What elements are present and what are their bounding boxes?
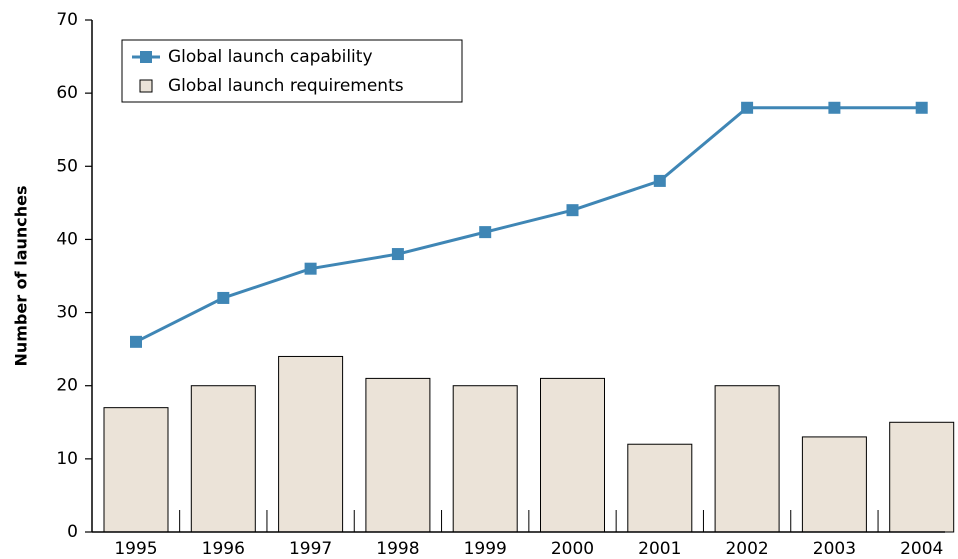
- legend-label: Global launch requirements: [168, 76, 404, 96]
- x-tick-label: 1995: [114, 539, 157, 559]
- y-tick-label: 0: [67, 522, 78, 542]
- legend-marker: [140, 51, 152, 63]
- bar: [714, 385, 780, 533]
- y-tick-label: 60: [56, 83, 78, 103]
- x-tick-label: 1997: [289, 539, 332, 559]
- bar: [278, 355, 344, 533]
- marker: [217, 291, 230, 304]
- x-tick-label: 2001: [638, 539, 681, 559]
- marker: [828, 101, 841, 114]
- y-tick-label: 30: [56, 303, 78, 323]
- bar: [365, 377, 431, 533]
- x-tick-label: 2002: [725, 539, 768, 559]
- marker: [741, 101, 754, 114]
- x-tick-label: 1996: [202, 539, 245, 559]
- marker: [653, 174, 666, 187]
- bar: [540, 377, 605, 533]
- marker: [479, 226, 492, 239]
- x-tick-label: 1998: [376, 539, 419, 559]
- y-tick-label: 50: [56, 156, 78, 176]
- x-tick-label: 1999: [464, 539, 507, 559]
- y-tick-label: 70: [56, 10, 78, 30]
- marker: [566, 204, 579, 217]
- legend-box: [121, 39, 463, 103]
- x-tick-label: 2004: [900, 539, 943, 559]
- bar: [627, 443, 693, 533]
- bar: [801, 436, 867, 533]
- marker: [391, 248, 404, 261]
- marker: [130, 335, 142, 348]
- y-axis-label: Number of launches: [12, 185, 31, 366]
- legend-swatch: [139, 79, 153, 93]
- marker: [915, 101, 928, 114]
- bar: [889, 421, 955, 533]
- y-tick-label: 20: [56, 376, 78, 396]
- x-tick-label: 2003: [813, 539, 856, 559]
- legend-label: Global launch capability: [168, 47, 373, 67]
- y-tick-label: 40: [56, 229, 78, 249]
- bar: [103, 407, 169, 533]
- y-tick-label: 10: [56, 449, 78, 469]
- bar: [452, 385, 518, 533]
- marker: [304, 262, 317, 275]
- x-tick-label: 2000: [551, 539, 594, 559]
- bar: [190, 385, 256, 533]
- line: [135, 106, 922, 344]
